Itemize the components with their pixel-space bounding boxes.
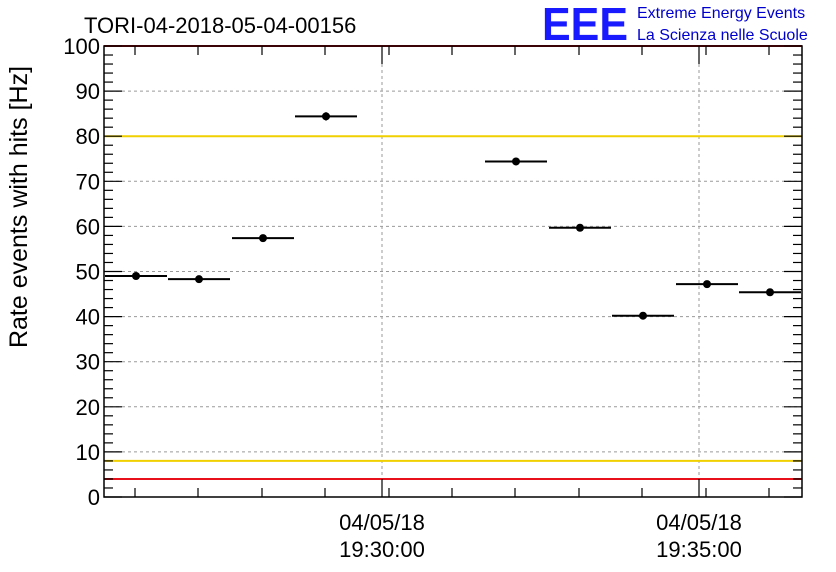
y-tick-label: 50 (76, 260, 100, 285)
data-point (295, 112, 357, 121)
data-point (168, 275, 230, 284)
logo-letters: EEE (542, 0, 628, 50)
y-tick-label: 10 (76, 440, 100, 465)
y-tick-label: 70 (76, 169, 100, 194)
x-tick-label-date: 04/05/18 (339, 510, 425, 535)
point-marker (132, 272, 140, 281)
point-marker (322, 112, 330, 121)
point-marker (576, 223, 584, 232)
point-marker (195, 275, 203, 284)
logo-line2: La Scienza nelle Scuole (637, 27, 808, 44)
x-tick-label-time: 19:30:00 (339, 537, 425, 562)
reference-lines (104, 45, 802, 480)
data-point (612, 311, 674, 320)
data-point (676, 280, 738, 289)
y-tick-label: 30 (76, 350, 100, 375)
y-tick-label: 0 (88, 485, 100, 510)
axes (103, 45, 803, 498)
point-marker (766, 288, 774, 297)
eee-logo: EEE Extreme Energy Events La Scienza nel… (542, 0, 808, 50)
grid (104, 46, 802, 497)
x-tick-label-time: 19:35:00 (656, 537, 742, 562)
data-point (485, 157, 547, 166)
chart-title: TORI-04-2018-05-04-00156 (84, 13, 356, 38)
data-point (739, 288, 801, 297)
y-axis-title: Rate events with hits [Hz] (5, 66, 33, 348)
data-point (105, 272, 167, 281)
point-marker (259, 234, 267, 243)
y-tick-label: 80 (76, 124, 100, 149)
data-point (232, 234, 294, 243)
y-tick-labels: 0 10 20 30 40 50 60 70 80 90 100 (63, 34, 100, 510)
point-marker (512, 157, 520, 166)
y-tick-label: 40 (76, 305, 100, 330)
y-tick-label: 20 (76, 395, 100, 420)
data-points (105, 112, 801, 320)
y-tick-label: 90 (76, 79, 100, 104)
x-tick-label-date: 04/05/18 (656, 510, 742, 535)
y-tick-label: 60 (76, 214, 100, 239)
y-tick-label: 100 (63, 34, 100, 59)
point-marker (703, 280, 711, 289)
point-marker (639, 311, 647, 320)
logo-line1: Extreme Energy Events (637, 5, 805, 22)
data-point (549, 223, 611, 232)
